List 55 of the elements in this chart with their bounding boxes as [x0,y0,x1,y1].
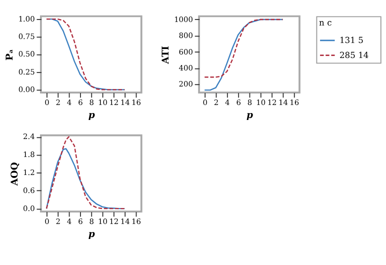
line-series [204,18,284,91]
x-tick-label: 4 [225,98,230,108]
y-tick-label: 0.6 [23,186,36,195]
legend-label: 131 5 [339,35,364,46]
y-tick-label: 1000 [174,14,194,24]
x-tick-label: 10 [256,98,266,108]
x-axis-title: p [88,229,96,240]
x-tick-label: 12 [267,98,277,108]
y-tick-label: 2.4 [23,132,36,142]
x-tick-label: 6 [78,217,84,226]
y-axis-title: ATI [160,46,172,65]
x-tick-label: 0 [202,98,208,108]
x-tick-label: 0 [44,98,50,108]
x-tick-label: 14 [120,217,130,226]
x-tick-label: 8 [89,98,94,108]
y-tick-label: 800 [178,31,194,40]
y-tick-label: 0.50 [18,50,36,59]
x-tick-label: 2 [214,98,219,108]
y-tick-label: 0.25 [18,67,36,76]
y-tick-label: 0.00 [18,85,36,94]
x-tick-label: 16 [132,98,142,108]
y-axis-title: AOQ [9,162,20,187]
line-series [204,18,284,78]
x-tick-label: 14 [278,98,288,108]
x-tick-label: 2 [56,217,60,226]
x-tick-label: 6 [78,98,84,108]
x-tick-label: 12 [109,217,119,226]
x-tick-label: 8 [247,98,252,108]
x-axis-title: p [88,110,96,122]
x-tick-label: 6 [236,98,242,108]
y-tick-label: 1.00 [18,14,36,24]
y-tick-label: 600 [178,47,194,56]
y-tick-label: 400 [178,64,194,72]
x-axis-title: p [246,110,254,122]
x-tick-label: 0 [44,217,50,226]
x-tick-label: 12 [109,98,119,108]
y-tick-label: 1.8 [23,150,36,160]
x-tick-label: 16 [290,98,300,108]
legend-title: n c [319,18,332,28]
y-tick-label: 1.2 [23,168,35,178]
x-tick-label: 2 [56,98,60,108]
x-tick-label: 4 [66,217,72,226]
line-series [46,136,126,210]
x-tick-label: 10 [98,217,108,226]
x-tick-label: 16 [132,217,142,226]
x-tick-label: 8 [89,217,94,226]
line-series [46,18,126,90]
x-tick-label: 4 [66,98,72,108]
y-tick-label: 0.0 [23,204,36,213]
legend-label: 285 14 [339,50,369,60]
y-tick-label: 200 [178,80,194,89]
x-tick-label: 10 [98,98,108,108]
y-axis-title: Pₐ [4,49,16,61]
y-tick-label: 0.75 [18,32,36,42]
x-tick-label: 14 [120,98,130,108]
